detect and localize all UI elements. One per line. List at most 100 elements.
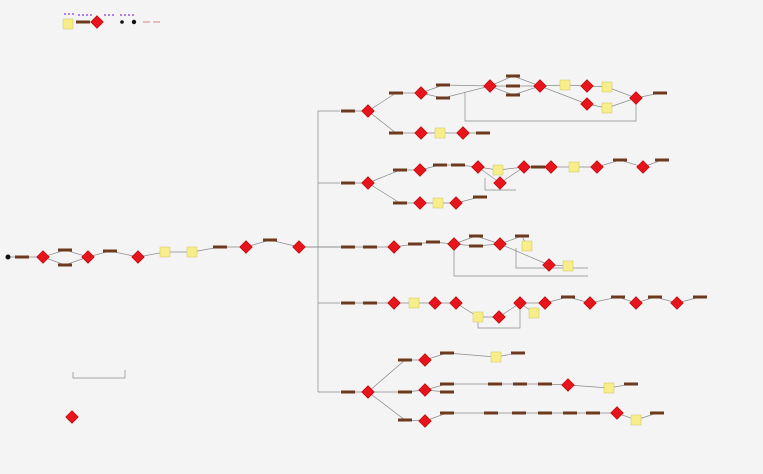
- task: [389, 131, 403, 135]
- task: [440, 382, 454, 386]
- gateway: [492, 310, 506, 324]
- task: [469, 244, 483, 248]
- gateway: [131, 250, 145, 264]
- connector: [477, 310, 521, 329]
- event: [86, 14, 88, 16]
- gateway: [544, 160, 558, 174]
- task: [488, 382, 502, 386]
- task: [531, 165, 545, 169]
- task: [426, 240, 440, 244]
- connector: [453, 250, 588, 277]
- gateway: [493, 176, 507, 190]
- task: [613, 158, 627, 162]
- note: [492, 164, 504, 176]
- gateway: [449, 296, 463, 310]
- task: [436, 96, 450, 100]
- gateway: [493, 237, 507, 251]
- task: [655, 158, 669, 162]
- task: [58, 248, 72, 252]
- event: [120, 14, 122, 16]
- task: [511, 351, 525, 355]
- event: [72, 13, 74, 15]
- gateway: [387, 296, 401, 310]
- gateway: [449, 196, 463, 210]
- gateway: [590, 160, 604, 174]
- task: [341, 301, 355, 305]
- task: [476, 131, 490, 135]
- note: [472, 311, 484, 323]
- task: [513, 382, 527, 386]
- gateway: [513, 296, 527, 310]
- gateway: [483, 79, 497, 93]
- task: [440, 390, 454, 394]
- nodes: [5, 13, 707, 428]
- task: [341, 109, 355, 113]
- gateway: [387, 240, 401, 254]
- gateway: [561, 378, 575, 392]
- gateway: [471, 160, 485, 174]
- task: [15, 255, 29, 259]
- connector: [348, 302, 535, 318]
- task: [650, 411, 664, 415]
- gateway: [414, 86, 428, 100]
- gateway: [670, 296, 684, 310]
- gateway: [361, 176, 375, 190]
- note: [62, 18, 74, 30]
- note: [562, 260, 574, 272]
- event: [112, 14, 114, 16]
- gateway: [90, 15, 104, 29]
- note: [432, 197, 444, 209]
- gateway: [580, 79, 594, 93]
- gateway: [636, 160, 650, 174]
- task: [538, 411, 552, 415]
- task: [363, 245, 377, 249]
- gateway: [517, 160, 531, 174]
- event: [120, 20, 124, 24]
- task: [389, 91, 403, 95]
- gateway: [583, 296, 597, 310]
- task: [398, 358, 412, 362]
- gateway: [629, 296, 643, 310]
- note: [490, 351, 502, 363]
- task: [563, 411, 577, 415]
- task: [363, 301, 377, 305]
- event: [5, 254, 11, 260]
- gateway: [65, 410, 79, 424]
- task: [561, 295, 575, 299]
- note: [434, 127, 446, 139]
- task: [512, 411, 526, 415]
- gateway: [456, 126, 470, 140]
- task: [451, 163, 465, 167]
- gateway: [418, 414, 432, 428]
- task: [76, 20, 90, 24]
- task: [473, 195, 487, 199]
- event: [128, 14, 130, 16]
- connector: [368, 383, 632, 393]
- note: [601, 81, 613, 93]
- task: [58, 263, 72, 267]
- gateway: [428, 296, 442, 310]
- event: [68, 13, 70, 15]
- note: [559, 79, 571, 91]
- gateway: [36, 250, 50, 264]
- event: [131, 19, 137, 25]
- task: [653, 91, 667, 95]
- task: [611, 295, 625, 299]
- gateway: [361, 104, 375, 118]
- task: [103, 249, 117, 253]
- task: [506, 84, 520, 88]
- gateway: [580, 97, 594, 111]
- note: [630, 414, 642, 426]
- gateway: [447, 237, 461, 251]
- note: [603, 382, 615, 394]
- task: [469, 234, 483, 238]
- connector: [484, 178, 516, 191]
- event: [90, 14, 92, 16]
- gateway: [629, 91, 643, 105]
- task: [398, 390, 412, 394]
- task: [648, 295, 662, 299]
- connector: [464, 93, 637, 122]
- task: [398, 418, 412, 422]
